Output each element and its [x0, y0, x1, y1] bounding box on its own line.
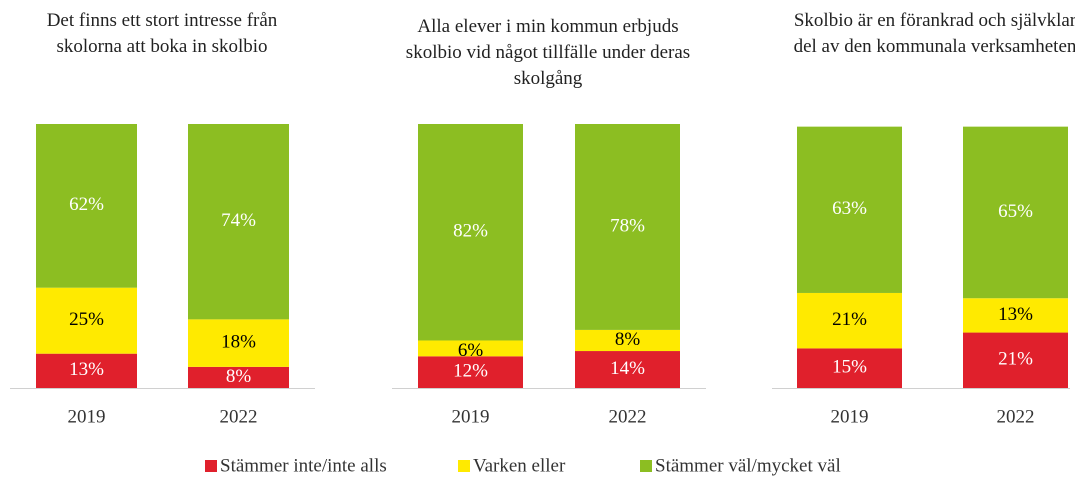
- x-tick-label: 2019: [831, 406, 869, 427]
- bar-segment: [418, 340, 523, 357]
- bar-segment: [963, 298, 1068, 333]
- data-label: 8%: [615, 329, 641, 350]
- bar-segment: [36, 124, 137, 288]
- bar-segment: [418, 124, 523, 341]
- legend-label: Stämmer väl/mycket väl: [655, 455, 841, 476]
- data-label: 13%: [69, 359, 104, 380]
- data-label: 8%: [226, 366, 252, 387]
- x-tick-label: 2019: [452, 406, 490, 427]
- bar-segment: [188, 124, 289, 320]
- data-label: 21%: [998, 349, 1033, 370]
- x-tick-label: 2022: [609, 406, 647, 427]
- bar-segment: [797, 348, 902, 388]
- chart-title: Det finns ett stort intresse från skolor…: [46, 10, 278, 57]
- x-tick-label: 2022: [997, 406, 1035, 427]
- legend-swatch: [458, 460, 470, 472]
- data-label: 18%: [221, 331, 256, 352]
- data-label: 15%: [832, 357, 867, 378]
- data-label: 13%: [998, 304, 1033, 325]
- data-label: 21%: [832, 309, 867, 330]
- bar-segment: [36, 353, 137, 388]
- legend-label: Varken eller: [473, 455, 566, 476]
- bar-segment: [188, 366, 289, 388]
- data-label: 65%: [998, 201, 1033, 222]
- data-label: 25%: [69, 309, 104, 330]
- data-label: 74%: [221, 210, 256, 231]
- data-label: 6%: [458, 340, 484, 361]
- chart-title: Skolbio är en förankrad och självklar de…: [793, 10, 1075, 57]
- legend-swatch: [205, 460, 217, 472]
- bar-segment: [963, 332, 1068, 388]
- legend-swatch: [640, 460, 652, 472]
- bar-segment: [188, 319, 289, 367]
- data-label: 12%: [453, 361, 488, 382]
- data-label: 82%: [453, 221, 488, 242]
- bar-segment: [963, 126, 1068, 299]
- bar-segment: [575, 351, 680, 388]
- data-label: 14%: [610, 358, 645, 379]
- data-label: 63%: [832, 198, 867, 219]
- chart-title: Alla elever i min kommun erbjuds skolbio…: [405, 16, 691, 89]
- bar-segment: [36, 287, 137, 354]
- bar-segment: [797, 126, 902, 293]
- x-tick-label: 2022: [220, 406, 258, 427]
- data-label: 62%: [69, 194, 104, 215]
- bar-segment: [575, 329, 680, 352]
- x-tick-label: 2019: [68, 406, 106, 427]
- data-label: 78%: [610, 215, 645, 236]
- bar-segment: [797, 292, 902, 349]
- bar-segment: [418, 356, 523, 388]
- legend-label: Stämmer inte/inte alls: [220, 455, 387, 476]
- bar-segment: [575, 124, 680, 330]
